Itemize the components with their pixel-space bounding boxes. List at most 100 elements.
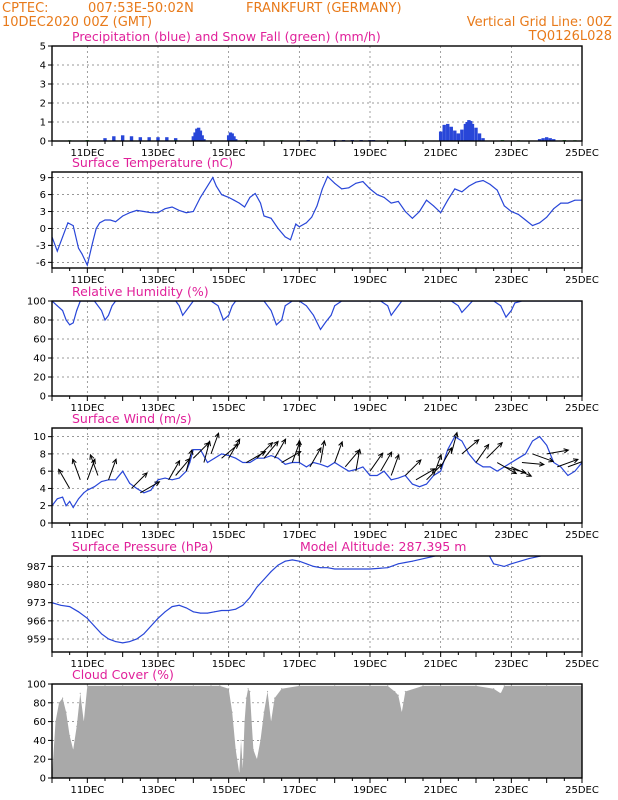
series-point-rh xyxy=(281,319,283,321)
x-tick-label: 23DEC xyxy=(494,659,528,670)
cloud-point xyxy=(235,749,237,751)
wind-arrow-head xyxy=(273,440,279,447)
series-point-temp xyxy=(355,182,357,184)
x-tick-label: 11DEC xyxy=(70,659,104,670)
precip-bar-blue xyxy=(442,124,446,141)
y-tick-label: 3 xyxy=(40,207,46,218)
series-point-wind xyxy=(524,453,526,455)
plot-area-precip xyxy=(67,120,577,141)
panel-frame xyxy=(51,683,583,779)
series-point-wind xyxy=(418,486,420,488)
panel-title: Relative Humidity (%) xyxy=(72,284,209,299)
cloud-point xyxy=(210,685,212,687)
series-point-wind xyxy=(136,487,138,489)
wind-arrow xyxy=(415,468,436,481)
wind-arrow-head xyxy=(267,441,274,448)
panels: 0 1 2 3 4 5 11DEC 13DEC 15DEC 17DEC 19DEC 21DEC 23DE… xyxy=(27,29,599,796)
series-point-wind xyxy=(376,475,378,476)
y-tick-label: 9 xyxy=(40,173,46,184)
series-point-temp xyxy=(115,221,117,223)
series-point-wind xyxy=(348,470,350,472)
precip-bar-blue xyxy=(228,132,233,141)
series-point-rh xyxy=(505,316,507,318)
x-tick-label: 25DEC xyxy=(565,403,599,414)
cloud-point xyxy=(83,721,85,723)
cloud-point xyxy=(79,692,81,695)
series-point-temp xyxy=(517,213,519,215)
series-point-wind xyxy=(56,498,58,500)
series-point-pressure xyxy=(78,611,79,613)
x-tick-label: 19DEC xyxy=(353,659,387,670)
cloud-point xyxy=(422,685,424,687)
y-tick-label: 20 xyxy=(33,373,46,384)
cloud-point xyxy=(86,685,88,687)
precip-bar-blue xyxy=(120,135,125,141)
series-point-pressure xyxy=(228,609,230,611)
wind-arrow-head xyxy=(89,453,95,460)
x-tick-label: 15DEC xyxy=(212,275,246,286)
x-tick-label: 15DEC xyxy=(212,403,246,414)
series-point-temp xyxy=(129,212,131,214)
series-point-rh xyxy=(312,314,314,316)
panel-title: Cloud Cover (%) xyxy=(72,667,174,682)
wind-arrow-head xyxy=(447,446,453,453)
cloud-point xyxy=(475,685,477,687)
header-location: FRANKFURT (GERMANY) xyxy=(246,1,402,16)
series-point-rh xyxy=(514,302,516,304)
series-point-temp xyxy=(215,185,217,187)
y-tick-label: 987 xyxy=(27,562,46,573)
wind-arrow-head xyxy=(260,450,267,456)
series-point-wind xyxy=(284,463,286,465)
wind-arrow xyxy=(532,453,554,462)
panel-title: Surface Temperature (nC) xyxy=(72,155,233,170)
series-point-pressure xyxy=(157,617,159,619)
plot-area-pressure xyxy=(52,556,544,644)
cloud-area xyxy=(52,685,582,778)
series-point-wind xyxy=(235,457,237,459)
header: CPTEC: 007:53E-50:02N FRANKFURT (GERMANY… xyxy=(2,1,612,44)
wind-arrow xyxy=(140,481,160,494)
series-point-pressure xyxy=(206,612,208,614)
y-tick-label: 0 xyxy=(40,774,46,785)
series-point-pressure xyxy=(171,606,173,608)
series-point-pressure xyxy=(320,567,322,569)
series-point-rh xyxy=(76,310,78,311)
wind-arrow-head xyxy=(112,458,118,465)
series-point-temp xyxy=(62,236,64,238)
series-point-rh xyxy=(228,314,230,316)
plot-area-wind xyxy=(52,431,582,509)
series-point-rh xyxy=(275,324,277,326)
y-tick-label: 60 xyxy=(33,335,46,346)
series-point-temp xyxy=(348,187,350,189)
series-point-temp xyxy=(411,217,413,219)
cloud-point xyxy=(281,688,283,690)
x-tick-label: 11DEC xyxy=(70,275,104,286)
precip-bar-blue xyxy=(232,136,236,141)
wind-arrow-head xyxy=(563,448,570,454)
precip-bar-blue xyxy=(552,139,556,141)
precip-bar-blue xyxy=(467,120,471,141)
series-point-pressure xyxy=(334,568,336,570)
wind-arrow xyxy=(355,449,361,472)
wind-arrow xyxy=(567,461,582,468)
wind-arrow-head xyxy=(473,439,480,445)
series-point-temp xyxy=(404,211,406,213)
wind-arrow xyxy=(404,459,422,476)
series-point-temp xyxy=(259,202,261,204)
cloud-point xyxy=(54,721,57,723)
cloud-point xyxy=(242,768,244,770)
series-point-wind xyxy=(214,457,216,459)
precip-bar-blue xyxy=(196,127,201,141)
y-tick-label: 10 xyxy=(33,432,46,443)
wind-arrow-head xyxy=(526,471,533,477)
series-point-rh xyxy=(69,324,71,326)
series-point-wind xyxy=(171,479,173,481)
series-point-temp xyxy=(440,212,442,214)
wind-arrow-head xyxy=(394,453,400,460)
series-point-temp xyxy=(311,216,313,218)
cloud-point xyxy=(62,697,64,699)
cloud-point xyxy=(76,725,78,727)
series-point-rh xyxy=(387,305,389,307)
y-tick-label: 80 xyxy=(33,698,46,709)
wind-arrow xyxy=(390,454,400,476)
